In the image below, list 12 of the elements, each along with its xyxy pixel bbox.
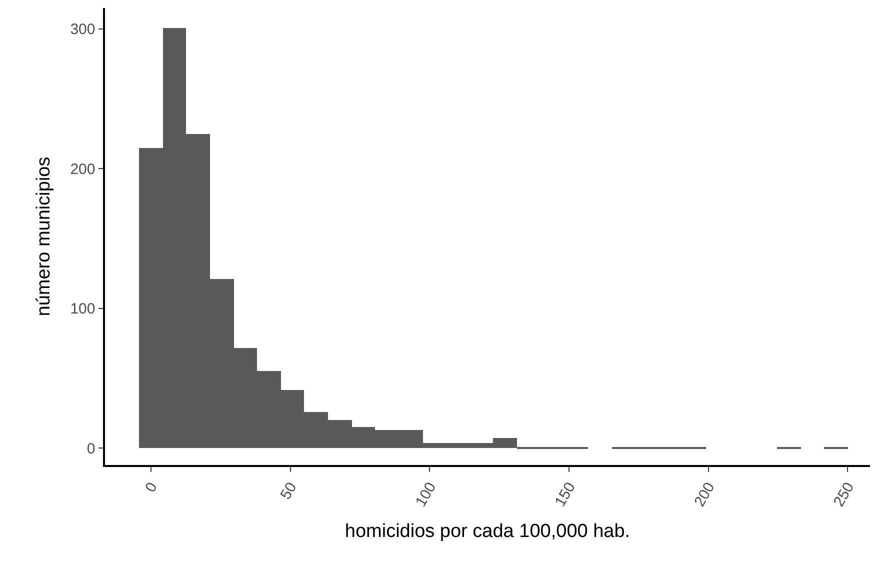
y-tick-label: 100 — [70, 300, 96, 318]
x-tick-label: 200 — [691, 480, 718, 510]
x-tick-label: 100 — [412, 480, 440, 510]
x-tick-label: 0 — [142, 480, 161, 496]
y-tick-label: 200 — [70, 160, 96, 178]
y-tick-label: 300 — [70, 21, 96, 38]
x-tick-label: 50 — [277, 480, 300, 502]
y-tick-label: 0 — [86, 440, 96, 458]
x-axis-title: homicidios por cada 100,000 hab. — [344, 520, 630, 542]
x-tick-label: 150 — [552, 480, 579, 510]
y-axis-title: número municipios — [34, 156, 55, 316]
x-tick-label: 250 — [830, 480, 858, 510]
